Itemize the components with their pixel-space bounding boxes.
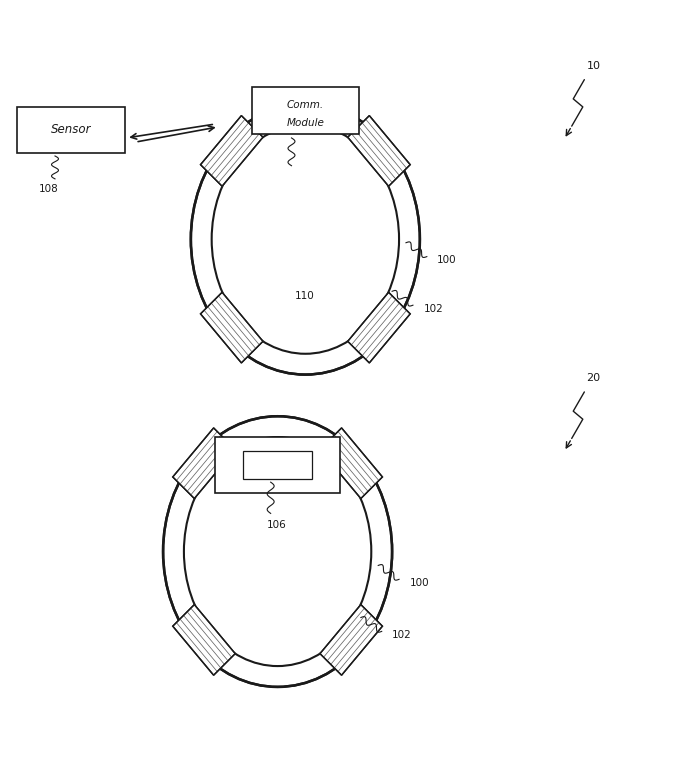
FancyBboxPatch shape: [243, 451, 312, 479]
Text: 106: 106: [267, 521, 287, 531]
Text: 20: 20: [586, 373, 600, 383]
Polygon shape: [348, 293, 410, 363]
Text: 100: 100: [409, 578, 429, 588]
Polygon shape: [173, 604, 235, 675]
FancyBboxPatch shape: [251, 87, 359, 135]
Text: 102: 102: [423, 303, 443, 313]
Text: Module: Module: [287, 119, 324, 129]
Ellipse shape: [163, 417, 392, 687]
Polygon shape: [173, 428, 235, 498]
Text: 108: 108: [39, 184, 58, 194]
Text: 10: 10: [586, 61, 600, 71]
Text: Sensor: Sensor: [51, 123, 92, 136]
Ellipse shape: [191, 104, 420, 374]
Polygon shape: [201, 293, 263, 363]
FancyBboxPatch shape: [215, 437, 340, 493]
Polygon shape: [201, 116, 263, 186]
Polygon shape: [320, 428, 382, 498]
Text: 110: 110: [295, 291, 314, 301]
Text: Comm.: Comm.: [287, 100, 324, 110]
Polygon shape: [348, 116, 410, 186]
FancyBboxPatch shape: [17, 107, 125, 152]
Text: 102: 102: [392, 630, 412, 640]
Text: 100: 100: [437, 255, 457, 265]
Polygon shape: [320, 604, 382, 675]
